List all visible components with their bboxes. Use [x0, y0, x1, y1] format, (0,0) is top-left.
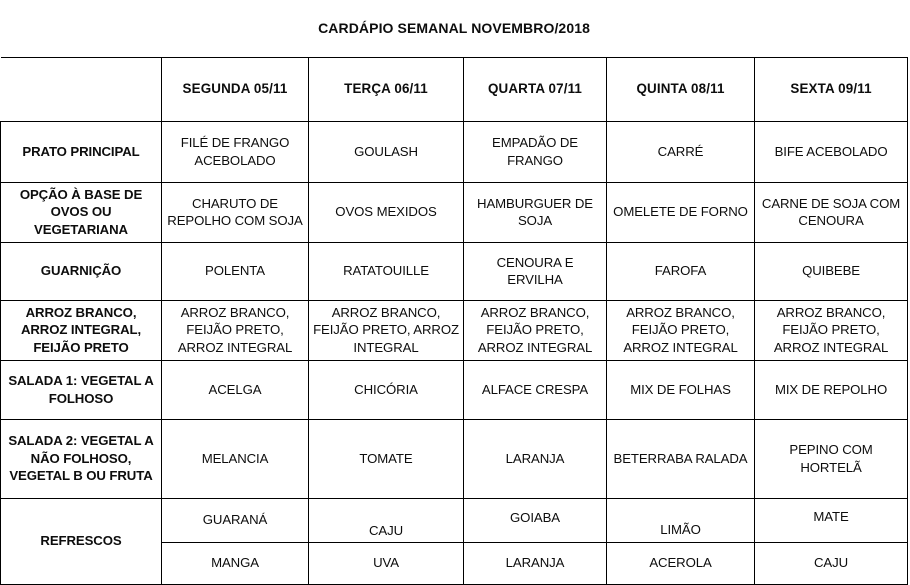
cell-refresco1-wednesday: GOIABA — [463, 497, 607, 543]
cell-guarnicao-monday: POLENTA — [161, 241, 309, 301]
cell-salada1-friday: MIX DE REPOLHO — [753, 359, 909, 420]
row-label-refrescos: REFRESCOS — [0, 497, 162, 585]
cell-refresco1-friday: MATE — [753, 497, 909, 543]
cell-refresco1-tuesday: CAJU — [308, 497, 464, 543]
cell-vegetariana-tuesday: OVOS MEXIDOS — [308, 181, 464, 243]
cell-salada1-wednesday: ALFACE CRESPA — [463, 359, 607, 420]
day-header-friday: SEXTA 09/11 — [753, 56, 909, 122]
cell-salada1-monday: ACELGA — [161, 359, 309, 420]
cell-arroz-feijao-thursday: ARROZ BRANCO, FEIJÃO PRETO, ARROZ INTEGR… — [606, 299, 755, 361]
cell-prato-principal-thursday: CARRÉ — [606, 120, 755, 183]
table-row-arroz-feijao: ARROZ BRANCO, ARROZ INTEGRAL, FEIJÃO PRE… — [0, 299, 909, 361]
cell-vegetariana-wednesday: HAMBURGUER DE SOJA — [463, 181, 607, 243]
cell-refresco1-thursday: LIMÃO — [606, 497, 755, 543]
table-row-refrescos-2: MANGA UVA LARANJA ACEROLA CAJU — [1, 541, 909, 585]
cell-guarnicao-wednesday: CENOURA E ERVILHA — [463, 241, 607, 301]
cell-salada2-tuesday: TOMATE — [308, 418, 464, 499]
cell-arroz-feijao-wednesday: ARROZ BRANCO, FEIJÃO PRETO, ARROZ INTEGR… — [463, 299, 607, 361]
cell-arroz-feijao-monday: ARROZ BRANCO, FEIJÃO PRETO, ARROZ INTEGR… — [161, 299, 309, 361]
cell-salada1-thursday: MIX DE FOLHAS — [606, 359, 755, 420]
cell-guarnicao-friday: QUIBEBE — [753, 241, 909, 301]
document-title: CARDÁPIO SEMANAL NOVEMBRO/2018 — [0, 0, 908, 58]
cell-salada2-thursday: BETERRABA RALADA — [606, 418, 755, 499]
cell-guarnicao-thursday: FAROFA — [606, 241, 755, 301]
corner-cell — [0, 56, 162, 122]
cell-refresco1-monday: GUARANÁ — [161, 497, 309, 543]
day-header-monday: SEGUNDA 05/11 — [161, 56, 309, 122]
row-label-salada-1: SALADA 1: VEGETAL A FOLHOSO — [0, 359, 162, 420]
table-row-refrescos-1: REFRESCOS GUARANÁ CAJU GOIABA LIMÃO MATE — [0, 497, 909, 585]
table-row-salada-1: SALADA 1: VEGETAL A FOLHOSO ACELGA CHICÓ… — [0, 359, 909, 420]
day-header-wednesday: QUARTA 07/11 — [463, 56, 607, 122]
cell-prato-principal-monday: FILÉ DE FRANGO ACEBOLADO — [161, 120, 309, 183]
cell-salada1-tuesday: CHICÓRIA — [308, 359, 464, 420]
cell-refresco2-friday: CAJU — [753, 541, 909, 585]
table-row-prato-principal: PRATO PRINCIPAL FILÉ DE FRANGO ACEBOLADO… — [0, 120, 909, 183]
cell-guarnicao-tuesday: RATATOUILLE — [308, 241, 464, 301]
cell-arroz-feijao-friday: ARROZ BRANCO, FEIJÃO PRETO, ARROZ INTEGR… — [753, 299, 909, 361]
cell-vegetariana-thursday: OMELETE DE FORNO — [606, 181, 755, 243]
row-label-arroz-feijao: ARROZ BRANCO, ARROZ INTEGRAL, FEIJÃO PRE… — [0, 299, 162, 361]
table-row-guarnicao: GUARNIÇÃO POLENTA RATATOUILLE CENOURA E … — [0, 241, 909, 301]
cell-prato-principal-wednesday: EMPADÃO DE FRANGO — [463, 120, 607, 183]
row-label-prato-principal: PRATO PRINCIPAL — [0, 120, 162, 183]
row-label-opcao-ovos-vegetariana: OPÇÃO À BASE DE OVOS OU VEGETARIANA — [0, 181, 162, 243]
day-header-tuesday: TERÇA 06/11 — [308, 56, 464, 122]
cell-refresco2-thursday: ACEROLA — [606, 541, 755, 585]
cell-vegetariana-monday: CHARUTO DE REPOLHO COM SOJA — [161, 181, 309, 243]
title-row: CARDÁPIO SEMANAL NOVEMBRO/2018 — [0, 0, 908, 58]
cell-refresco2-tuesday: UVA — [308, 541, 464, 585]
cell-vegetariana-friday: CARNE DE SOJA COM CENOURA — [753, 181, 909, 243]
cell-prato-principal-friday: BIFE ACEBOLADO — [753, 120, 909, 183]
cell-refresco2-wednesday: LARANJA — [463, 541, 607, 585]
cell-arroz-feijao-tuesday: ARROZ BRANCO, FEIJÃO PRETO, ARROZ INTEGR… — [308, 299, 464, 361]
cell-salada2-friday: PEPINO COM HORTELÃ — [753, 418, 909, 499]
cell-salada2-wednesday: LARANJA — [463, 418, 607, 499]
table-row-salada-2: SALADA 2: VEGETAL A NÃO FOLHOSO, VEGETAL… — [0, 418, 909, 499]
cell-prato-principal-tuesday: GOULASH — [308, 120, 464, 183]
cell-salada2-monday: MELANCIA — [161, 418, 309, 499]
table-row-opcao-ovos-vegetariana: OPÇÃO À BASE DE OVOS OU VEGETARIANA CHAR… — [0, 181, 909, 243]
row-label-guarnicao: GUARNIÇÃO — [0, 241, 162, 301]
day-header-row: SEGUNDA 05/11 TERÇA 06/11 QUARTA 07/11 Q… — [0, 56, 909, 122]
day-header-thursday: QUINTA 08/11 — [606, 56, 755, 122]
cell-refresco2-monday: MANGA — [161, 541, 309, 585]
row-label-salada-2: SALADA 2: VEGETAL A NÃO FOLHOSO, VEGETAL… — [0, 418, 162, 499]
